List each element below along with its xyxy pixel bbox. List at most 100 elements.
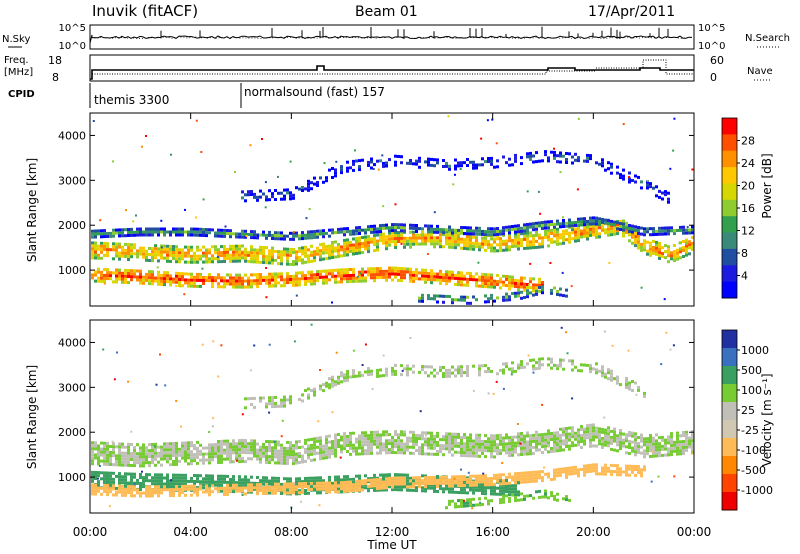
- heatmap-cell-upper: [535, 239, 538, 243]
- heatmap-cell-grey: [238, 451, 241, 455]
- heatmap-cell-orange: [193, 484, 196, 488]
- heatmap-cell-upper-edge: [337, 230, 340, 234]
- heatmap-cell-orange: [637, 465, 640, 469]
- heatmap-cell-lower: [349, 280, 352, 283]
- heatmap-cell-grey: [139, 446, 142, 450]
- heatmap-cell-grey: [133, 452, 136, 456]
- heatmap-cell-grey: [112, 454, 115, 458]
- heatmap-cell-green: [133, 475, 136, 479]
- heatmap-cell-upper-edge: [691, 228, 694, 232]
- heatmap-cell-upper: [268, 255, 271, 259]
- heatmap-cell-orange: [367, 478, 370, 482]
- heatmap-cell-lower: [343, 274, 346, 278]
- heatmap-cell-green: [385, 473, 388, 477]
- heatmap-cell-upper: [301, 261, 304, 265]
- heatmap-cell-upper-edge: [322, 232, 325, 236]
- heatmap-cell-lower: [511, 278, 514, 282]
- heatmap-cell-upper: [139, 246, 142, 250]
- heatmap-cell-upper: [436, 242, 439, 246]
- heatmap-cell-orange: [613, 464, 616, 468]
- heatmap-cell-scatter: [480, 137, 483, 140]
- heatmap-cell-scatter: [183, 293, 186, 296]
- heatmap-cell-grey: [589, 423, 592, 427]
- heatmap-cell-upper: [238, 244, 241, 248]
- heatmap-cell-green: [91, 470, 94, 474]
- heatmap-cell-green: [130, 475, 133, 479]
- heatmap-cell-lower: [523, 282, 526, 286]
- heatmap-cell-scatter: [598, 236, 601, 239]
- heatmap-cell-grey: [412, 436, 415, 440]
- heatmap-cell-grey: [460, 451, 463, 454]
- heatmap-cell-orange: [322, 487, 325, 491]
- heatmap-cell-upper: [331, 247, 334, 250]
- heatmap-cell-grey: [364, 449, 367, 453]
- heatmap-cell-ground: [460, 295, 463, 299]
- heatmap-cell-grey: [538, 448, 541, 452]
- heatmap-cell-far: [553, 156, 556, 160]
- heatmap-cell-orange: [250, 486, 253, 490]
- heatmap-cell-orange: [502, 482, 505, 486]
- heatmap-cell-upper: [190, 257, 193, 261]
- heatmap-cell-grey: [625, 445, 628, 449]
- heatmap-cell-lower: [475, 278, 478, 282]
- heatmap-cell-upper-edge: [199, 233, 202, 237]
- heatmap-cell-lower: [349, 277, 352, 280]
- heatmap-cell-upper: [124, 242, 127, 246]
- heatmap-cell-orange: [358, 485, 361, 489]
- heatmap-cell-grey: [433, 443, 436, 447]
- heatmap-cell-upper: [337, 243, 340, 246]
- heatmap-cell-upper: [394, 240, 397, 243]
- heatmap-cell-grey: [127, 442, 130, 446]
- heatmap-cell-upper: [496, 237, 499, 241]
- heatmap-cell-far: [313, 182, 316, 186]
- heatmap-cell-far: [244, 406, 247, 410]
- heatmap-cell-lower: [373, 273, 376, 277]
- heatmap-cell-upper-edge: [640, 232, 643, 236]
- heatmap-cell-upper: [508, 236, 511, 240]
- heatmap-cell-orange: [559, 470, 562, 474]
- heatmap-cell-lower: [310, 282, 313, 286]
- heatmap-cell-lower: [496, 283, 499, 286]
- heatmap-cell-upper: [97, 244, 100, 248]
- heatmap-cell-lower: [361, 273, 364, 277]
- heatmap-cell-scatter: [264, 206, 267, 209]
- heatmap-cell-lower: [196, 278, 199, 282]
- heatmap-cell-upper: [622, 231, 625, 235]
- heatmap-cell-upper-edge: [235, 235, 238, 239]
- heatmap-cell-green: [127, 481, 130, 485]
- heatmap-cell-orange: [310, 487, 313, 491]
- heatmap-cell-upper-edge: [169, 230, 172, 234]
- heatmap-cell-grey: [487, 443, 490, 447]
- heatmap-cell-orange: [298, 482, 301, 486]
- heatmap-cell-upper: [307, 254, 310, 258]
- heatmap-cell-grey: [655, 445, 658, 449]
- heatmap-cell-green: [169, 485, 172, 489]
- heatmap-cell-far: [241, 190, 244, 194]
- heatmap-cell-lower: [175, 277, 178, 281]
- heatmap-cell-upper-edge: [181, 227, 184, 231]
- heatmap-cell-orange: [268, 485, 271, 489]
- heatmap-cell-green: [313, 476, 316, 480]
- heatmap-cell-upper: [547, 229, 550, 233]
- heatmap-cell-grey: [493, 440, 496, 444]
- heatmap-cell-upper: [439, 245, 442, 249]
- heatmap-cell-upper-edge: [652, 227, 655, 231]
- heatmap-cell-green: [211, 477, 214, 481]
- heatmap-cell-orange: [463, 478, 466, 481]
- heatmap-cell-grey: [163, 457, 166, 461]
- heatmap-cell-ground: [550, 288, 553, 292]
- heatmap-cell-upper: [499, 237, 502, 241]
- heatmap-cell-grey: [181, 456, 184, 460]
- heatmap-cell-grey: [685, 433, 688, 437]
- heatmap-cell-upper: [151, 247, 154, 251]
- heatmap-cell-grey: [691, 436, 694, 440]
- heatmap-cell-lower: [430, 269, 433, 273]
- heatmap-cell-green: [202, 480, 205, 484]
- heatmap-cell-upper: [193, 251, 196, 255]
- heatmap-cell-grey: [640, 451, 643, 455]
- heatmap-cell-upper: [661, 246, 664, 250]
- heatmap-cell-upper-edge: [526, 229, 529, 232]
- heatmap-cell-upper-edge: [544, 223, 547, 227]
- heatmap-cell-green: [91, 479, 94, 483]
- heatmap-cell-far: [259, 195, 262, 199]
